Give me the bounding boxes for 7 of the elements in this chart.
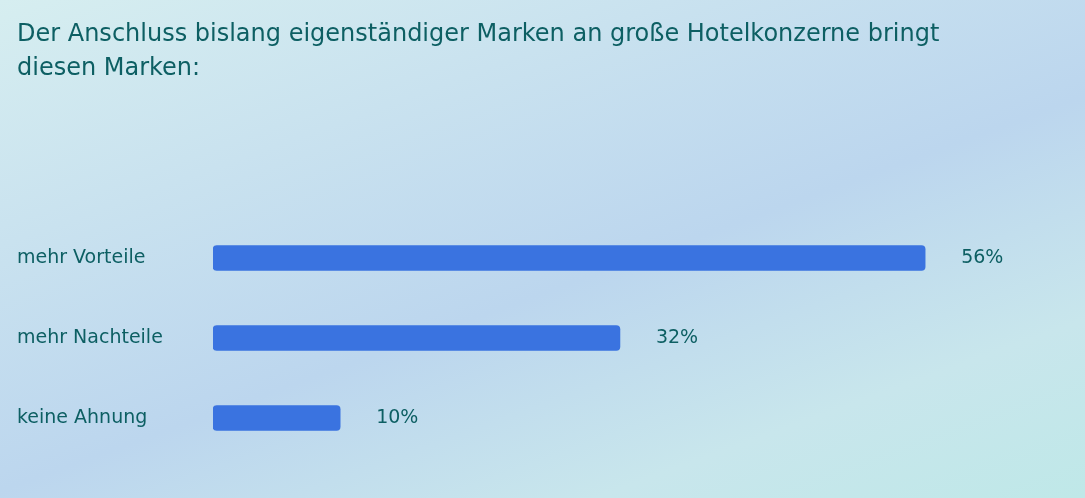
data-label: 56%	[961, 244, 1004, 267]
y-tick-label: mehr Nachteile	[17, 324, 163, 347]
chart-title: Der Anschluss bislang eigenständiger Marken an große Hotelkonzerne bringt diesen Marken:	[17, 18, 941, 83]
data-label: 10%	[376, 404, 419, 427]
y-tick-label: mehr Vorteile	[17, 244, 146, 267]
y-tick-label: keine Ahnung	[17, 404, 148, 427]
data-label: 32%	[655, 324, 699, 347]
